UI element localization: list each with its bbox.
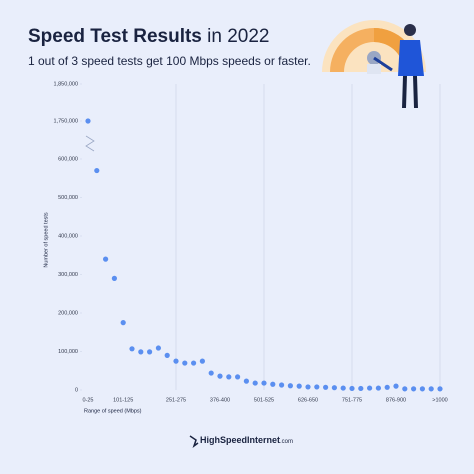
y-axis-title: Number of speed tests (43, 212, 49, 268)
x-tick-label: 876-900 (386, 397, 406, 403)
source-suffix: .com (280, 439, 293, 445)
x-tick-label: 376-400 (210, 397, 230, 403)
dot (437, 386, 443, 392)
y-tick-label: 100,000 (58, 349, 78, 355)
y-tick-label: 400,000 (58, 233, 78, 239)
dot (199, 358, 205, 364)
dot (173, 358, 179, 364)
dot (261, 380, 267, 386)
dot (331, 385, 337, 391)
dot (111, 275, 117, 281)
dot (164, 352, 170, 358)
y-tick-label: 1,850,000 (54, 81, 78, 87)
dot (428, 386, 434, 392)
dot (217, 373, 223, 379)
x-axis-title: Range of speed (Mbps) (84, 408, 142, 414)
x-tick-label: 626-650 (298, 397, 318, 403)
dot (411, 386, 417, 392)
source-name: HighSpeedInternet (200, 435, 280, 445)
x-tick-label: 251-275 (166, 397, 186, 403)
dot (129, 346, 135, 352)
dot (182, 360, 188, 366)
dot (270, 381, 276, 387)
y-tick-label: 200,000 (58, 310, 78, 316)
subtitle: 1 out of 3 speed tests get 100 Mbps spee… (28, 54, 311, 68)
dot (323, 384, 329, 390)
footer-logo: HighSpeedInternet.com (189, 435, 293, 449)
dot (305, 384, 311, 390)
gauge-base (367, 64, 381, 74)
person-leg (402, 75, 407, 109)
dot (138, 349, 144, 355)
axis-break (85, 135, 95, 152)
dot (358, 385, 364, 392)
dot (279, 382, 285, 388)
dot (296, 383, 302, 389)
title-main: Speed Test Results (28, 26, 202, 47)
dot (147, 349, 153, 355)
person-head (404, 24, 416, 36)
chart-title: Speed Test Results in 2022 (28, 26, 270, 47)
x-tick-label: >1000 (432, 397, 447, 403)
person-body (398, 40, 424, 76)
x-tick-label: 501-525 (254, 397, 274, 403)
dot (314, 384, 320, 390)
dot (235, 374, 241, 380)
x-tick-label: 751-775 (342, 397, 362, 403)
dot (402, 386, 408, 392)
person-leg (413, 75, 418, 109)
y-tick-label: 600,000 (58, 156, 78, 162)
dot (120, 320, 126, 326)
dot (375, 385, 381, 391)
x-tick-label: 101-125 (113, 397, 133, 403)
dot (252, 380, 258, 386)
dot (287, 383, 293, 389)
logo-icon (189, 435, 199, 449)
y-tick-label: 500,000 (58, 195, 78, 201)
y-tick-label: 300,000 (58, 272, 78, 278)
illustration (322, 20, 426, 109)
dot (384, 384, 390, 390)
dot (85, 118, 91, 124)
y-tick-label: 1,750,000 (54, 118, 78, 124)
gauge-needle (373, 56, 393, 72)
dot (419, 386, 425, 392)
dot (103, 256, 109, 262)
title-suffix: in 2022 (207, 26, 269, 47)
dot (243, 378, 249, 384)
y-tick-label: 0 (75, 387, 78, 393)
dot (340, 385, 346, 391)
dot (94, 167, 100, 174)
dot (191, 360, 197, 366)
dot (393, 383, 399, 389)
dot (155, 345, 161, 351)
dot (349, 385, 355, 392)
dot (367, 385, 373, 391)
source: HighSpeedInternet.com (200, 435, 293, 445)
x-tick-label: 0-25 (82, 397, 93, 403)
dot (208, 370, 214, 376)
dot (226, 374, 232, 380)
